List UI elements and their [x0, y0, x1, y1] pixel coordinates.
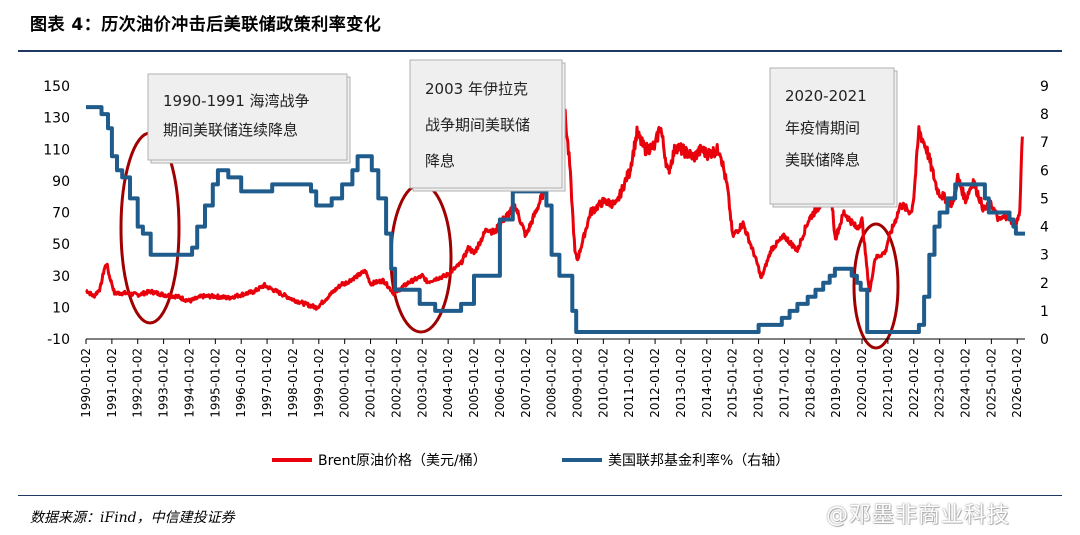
- x-tick-label: 2019-01-02: [829, 348, 843, 418]
- x-tick-label: 1990-01-02: [79, 348, 93, 418]
- y-right-tick-label: 7: [1040, 135, 1049, 151]
- annotation-text: 战争期间美联储: [425, 116, 530, 134]
- x-tick-label: 2022-01-02: [907, 348, 921, 418]
- x-tick-label: 2024-01-02: [959, 348, 973, 418]
- title-rule: [18, 50, 1062, 52]
- y-left-tick-label: 110: [43, 142, 70, 158]
- x-tick-label: 2007-01-02: [519, 348, 533, 418]
- y-right-tick-label: 9: [1040, 79, 1049, 95]
- x-tick-label: 2003-01-02: [415, 348, 429, 418]
- legend-label-brent: Brent原油价格（美元/桶）: [318, 453, 487, 469]
- x-tick-label: 2026-01-02: [1010, 348, 1024, 418]
- y-right-tick-label: 4: [1040, 220, 1049, 236]
- y-left-tick-label: 90: [52, 174, 70, 190]
- x-tick-label: 1995-01-02: [208, 348, 222, 418]
- x-tick-label: 2018-01-02: [803, 348, 817, 418]
- y-right-tick-label: 5: [1040, 191, 1049, 207]
- y-left-tick-label: 130: [43, 111, 70, 127]
- watermark: @邓墨非商业科技: [826, 503, 1011, 528]
- x-tick-label: 2017-01-02: [777, 348, 791, 418]
- annotation-text: 2020-2021: [785, 87, 867, 105]
- y-left-tick-label: 150: [43, 79, 70, 95]
- oil-fed-rate-chart: -10 10 30 50 70 90 110 130 150 0 1 2 3 4 5 6 7 8 9 1990-01-…: [43, 59, 1049, 469]
- y-right-tick-label: 6: [1040, 163, 1049, 179]
- y-left-tick-label: 10: [52, 300, 70, 316]
- x-tick-label: 2010-01-02: [596, 348, 610, 418]
- source-note: 数据来源：iFind，中信建投证券: [30, 510, 235, 526]
- legend-label-fed: 美国联邦基金利率%（右轴）: [608, 452, 789, 469]
- x-tick-label: 1992-01-02: [131, 348, 145, 418]
- annotation-text: 美联储降息: [785, 151, 860, 169]
- y-right-tick-label: 2: [1040, 276, 1049, 292]
- annotation-text: 降息: [425, 152, 455, 170]
- x-tick-label: 2020-01-02: [855, 348, 869, 418]
- annotation-text: 1990-1991 海湾战争: [163, 92, 310, 110]
- chart-title: 图表 4：历次油价冲击后美联储政策利率变化: [30, 15, 382, 35]
- y-left-tick-label: -10: [47, 332, 70, 348]
- x-tick-label: 2015-01-02: [726, 348, 740, 418]
- x-tick-label: 2001-01-02: [364, 348, 378, 418]
- x-tick-label: 2016-01-02: [752, 348, 766, 418]
- x-tick-label: 1994-01-02: [182, 348, 196, 418]
- x-tick-label: 2005-01-02: [467, 348, 481, 418]
- highlight-ellipse: [852, 222, 900, 350]
- x-tick-label: 2021-01-02: [881, 348, 895, 418]
- x-tick-label: 2006-01-02: [493, 348, 507, 418]
- x-tick-label: 2014-01-02: [700, 348, 714, 418]
- x-tick-label: 2004-01-02: [441, 348, 455, 418]
- y-left-tick-label: 30: [52, 269, 70, 285]
- x-tick-label: 2023-01-02: [933, 348, 947, 418]
- y-right-tick-label: 8: [1040, 107, 1049, 123]
- x-tick-label: 1993-01-02: [157, 348, 171, 418]
- y-right-tick-label: 3: [1040, 248, 1049, 264]
- x-tick-label: 1991-01-02: [105, 348, 119, 418]
- annotation-text: 2003 年伊拉克: [425, 80, 528, 98]
- x-tick-label: 2008-01-02: [545, 348, 559, 418]
- x-tick-label: 2000-01-02: [338, 348, 352, 418]
- annotation-text: 期间美联储连续降息: [163, 121, 298, 139]
- x-tick-label: 2013-01-02: [674, 348, 688, 418]
- y-left-tick-label: 50: [52, 237, 70, 253]
- fed-funds-rate-line: [86, 105, 1025, 334]
- annotation-text: 年疫情期间: [785, 119, 860, 137]
- x-tick-label: 2009-01-02: [570, 348, 584, 418]
- x-tick-label: 1999-01-02: [312, 348, 326, 418]
- y-right-tick-label: 1: [1040, 304, 1049, 320]
- footer-rule: [18, 495, 1062, 496]
- x-tick-label: 1998-01-02: [286, 348, 300, 418]
- x-tick-label: 2002-01-02: [389, 348, 403, 418]
- y-left-tick-label: 70: [52, 206, 70, 222]
- y-right-tick-label: 0: [1040, 332, 1049, 348]
- x-tick-label: 2012-01-02: [648, 348, 662, 418]
- x-tick-label: 1997-01-02: [260, 348, 274, 418]
- x-tick-label: 1996-01-02: [234, 348, 248, 418]
- x-tick-label: 2025-01-02: [984, 348, 998, 418]
- x-tick-label: 2011-01-02: [622, 348, 636, 418]
